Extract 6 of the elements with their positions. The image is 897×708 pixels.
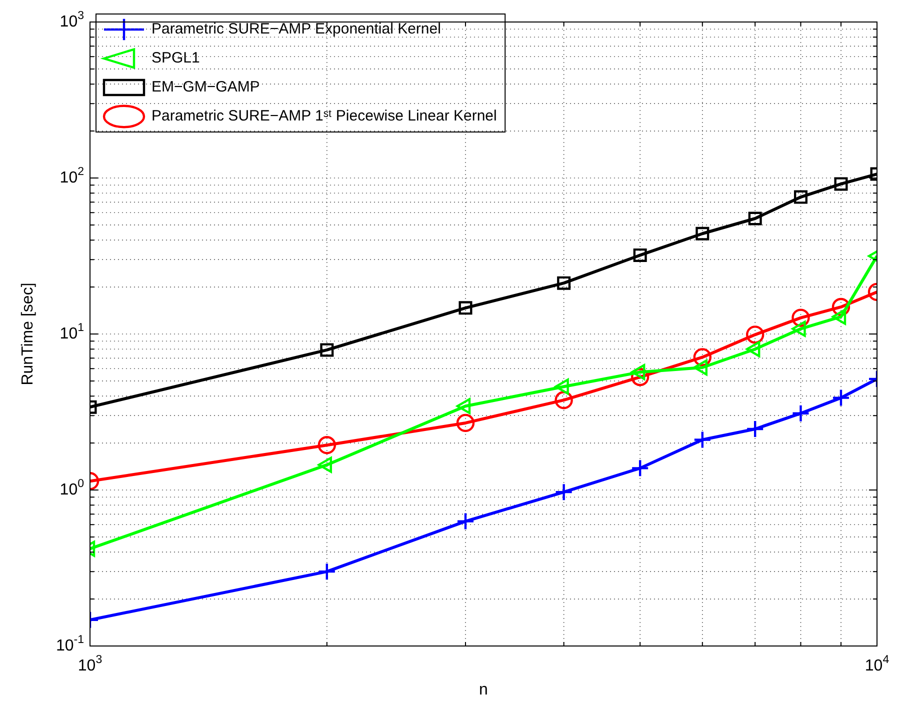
legend-label: SPGL1: [152, 50, 200, 67]
legend-label: Parametric SURE−AMP 1ˢᵗ Piecewise Linear Kernel: [152, 108, 497, 125]
legend-label: Parametric SURE−AMP Exponential Kernel: [152, 20, 441, 38]
legend-label: EM−GM−GAMP: [152, 78, 260, 96]
x-axis-title: n: [479, 681, 488, 698]
y-axis-title: RunTime [sec]: [19, 282, 36, 386]
